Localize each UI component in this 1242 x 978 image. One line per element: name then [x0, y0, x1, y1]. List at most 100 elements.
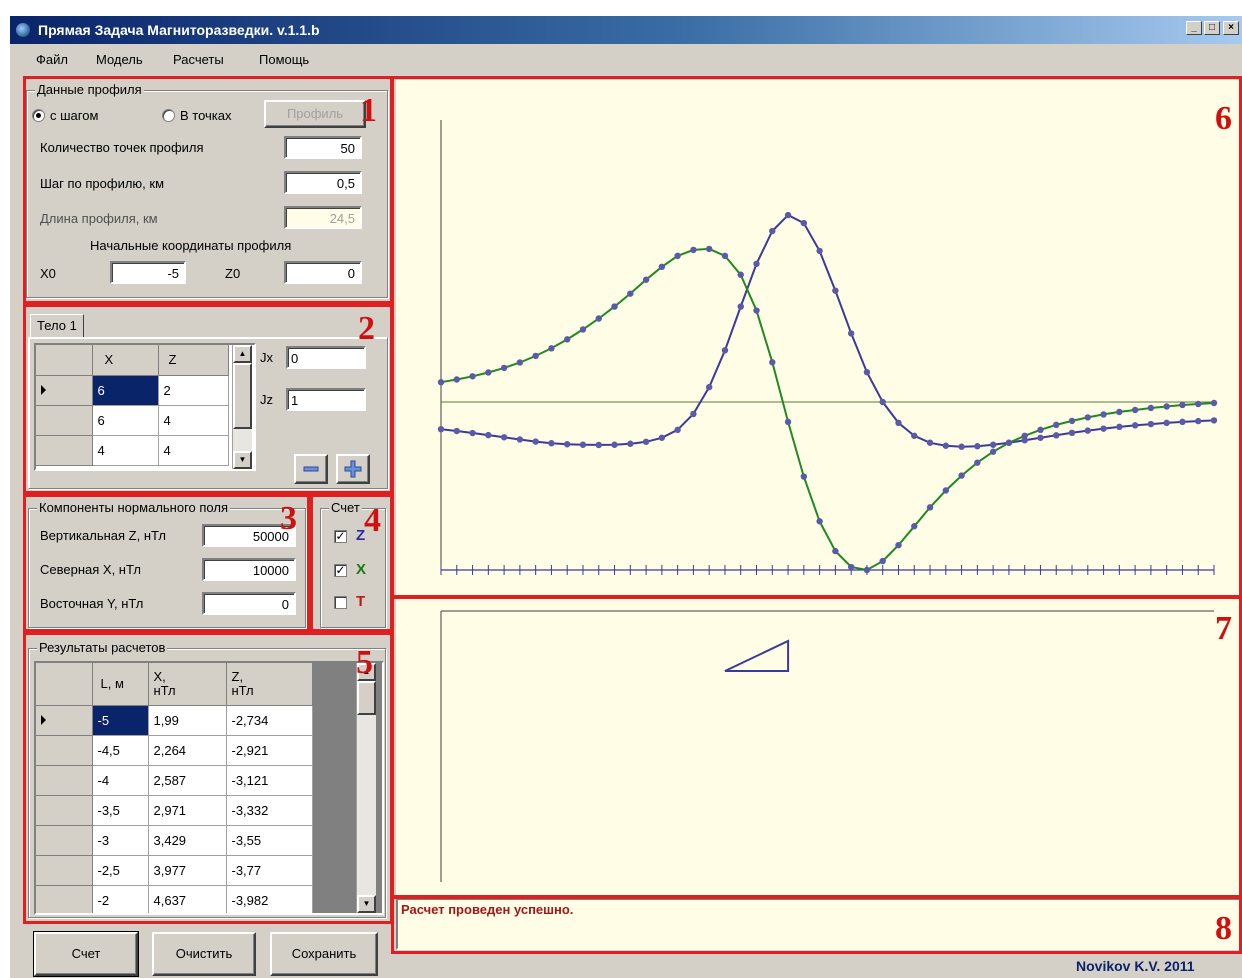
cell[interactable]: 2,264 — [148, 735, 227, 766]
cell[interactable]: -3,5 — [92, 795, 149, 826]
scroll-up-icon[interactable]: ▲ — [233, 345, 252, 363]
table-row[interactable]: -5 1,99 -2,734 — [36, 705, 313, 736]
cell[interactable]: -3,55 — [226, 825, 313, 856]
scroll-thumb[interactable] — [357, 681, 376, 715]
table-row[interactable]: -2,5 3,977 -3,77 — [36, 855, 313, 886]
scroll-up-icon[interactable]: ▲ — [357, 663, 376, 681]
table-row[interactable]: -4 2,587 -3,121 — [36, 765, 313, 796]
cell[interactable]: -4 — [92, 765, 149, 796]
step-radio-label: с шагом — [50, 108, 99, 123]
t-checkbox[interactable] — [334, 596, 347, 609]
x0-field[interactable]: -5 — [110, 261, 186, 284]
cell[interactable]: 6 — [92, 375, 159, 406]
jx-field[interactable]: 0 — [286, 346, 366, 369]
table-row[interactable]: 6 2 — [36, 375, 229, 406]
cell[interactable]: -4,5 — [92, 735, 149, 766]
title-bar[interactable]: Прямая Задача Магниторазведки. v.1.1.b _… — [10, 16, 1242, 44]
data-point-z — [832, 287, 839, 294]
cell[interactable]: -2 — [92, 885, 149, 913]
step-radio[interactable] — [32, 109, 45, 122]
cell[interactable]: -3,982 — [226, 885, 313, 913]
north-x-field[interactable]: 10000 — [202, 558, 296, 581]
data-point-x — [737, 271, 744, 278]
data-point-z — [769, 227, 776, 235]
minimize-button[interactable]: _ — [1186, 21, 1202, 35]
table-row[interactable]: 6 4 — [36, 405, 229, 436]
body-grid[interactable]: X Z 6 2 6 4 4 4 — [34, 343, 256, 471]
step-field[interactable]: 0,5 — [284, 171, 362, 194]
cell[interactable]: 4,637 — [148, 885, 227, 913]
results-scrollbar[interactable]: ▲ ▼ — [356, 663, 376, 913]
table-row[interactable]: -3 3,429 -3,55 — [36, 825, 313, 856]
body-grid-scrollbar[interactable]: ▲ ▼ — [232, 345, 252, 469]
menu-calculations[interactable]: Расчеты — [173, 52, 224, 67]
menu-help[interactable]: Помощь — [259, 52, 310, 67]
results-col-l: L, м — [92, 663, 149, 706]
scroll-down-icon[interactable]: ▼ — [357, 895, 376, 913]
x0-label: X0 — [40, 266, 56, 281]
cell[interactable]: -2,921 — [226, 735, 313, 766]
cell[interactable]: 4 — [158, 435, 229, 466]
data-point-z — [1021, 437, 1028, 444]
cell[interactable]: 4 — [92, 435, 159, 466]
table-row[interactable]: -2 4,637 -3,982 — [36, 885, 313, 913]
menu-file[interactable]: Файл — [36, 52, 68, 67]
points-radio[interactable] — [162, 109, 175, 122]
cell[interactable]: -3,77 — [226, 855, 313, 886]
menu-model[interactable]: Модель — [96, 52, 143, 67]
cell[interactable]: -3,121 — [226, 765, 313, 796]
close-button[interactable]: × — [1223, 21, 1239, 35]
cell[interactable]: -3 — [92, 825, 149, 856]
cell[interactable]: -3,332 — [226, 795, 313, 826]
cell[interactable]: -2,734 — [226, 705, 313, 736]
section-area[interactable] — [396, 596, 1242, 896]
cell[interactable]: 4 — [158, 405, 229, 436]
annotation-box-8 — [391, 896, 1242, 954]
data-point-x — [721, 252, 729, 260]
z0-field[interactable]: 0 — [284, 261, 362, 284]
remove-point-button[interactable] — [294, 454, 328, 484]
tab-body-1[interactable]: Тело 1 — [30, 314, 84, 338]
add-point-button[interactable] — [336, 454, 370, 484]
normal-field-legend: Компоненты нормального поля — [37, 500, 230, 515]
points-count-field[interactable]: 50 — [284, 136, 362, 159]
scroll-thumb[interactable] — [233, 363, 252, 429]
cell[interactable]: 2,971 — [148, 795, 227, 826]
cell[interactable]: 6 — [92, 405, 159, 436]
cell[interactable]: -5 — [92, 705, 149, 736]
data-point-z — [469, 429, 476, 437]
x-checkbox[interactable]: ✓ — [334, 563, 347, 577]
window-title: Прямая Задача Магниторазведки. v.1.1.b — [38, 22, 320, 38]
cell[interactable]: 3,429 — [148, 825, 227, 856]
vertical-z-field[interactable]: 50000 — [202, 524, 296, 547]
body-col-x: X — [92, 345, 159, 376]
save-button[interactable]: Сохранить — [270, 932, 378, 976]
cell[interactable]: 3,977 — [148, 855, 227, 886]
table-row[interactable]: 4 4 — [36, 435, 229, 466]
cell[interactable]: 1,99 — [148, 705, 227, 736]
table-row[interactable]: -4,5 2,264 -2,921 — [36, 735, 313, 766]
annotation-label-2: 2 — [358, 310, 375, 347]
cell[interactable]: 2 — [158, 375, 229, 406]
results-grid[interactable]: L, м X, нТл Z, нТл -5 1,99 -2,734 -4,5 2,… — [34, 661, 384, 915]
scroll-down-icon[interactable]: ▼ — [233, 451, 252, 469]
maximize-button[interactable]: □ — [1204, 21, 1220, 35]
cell[interactable]: -2,5 — [92, 855, 149, 886]
z-checkbox[interactable]: ✓ — [334, 529, 347, 543]
north-x-label: Северная X, нТл — [40, 562, 141, 577]
jz-field[interactable]: 1 — [286, 388, 366, 411]
data-point-z — [705, 383, 713, 391]
annotation-label-7: 7 — [1215, 610, 1232, 647]
run-button[interactable]: Счет — [33, 931, 139, 977]
field-plot-area[interactable] — [396, 80, 1242, 596]
length-field: 24,5 — [284, 206, 362, 229]
data-point-z — [989, 441, 997, 448]
data-point-z — [863, 368, 871, 376]
data-point-x — [753, 307, 760, 314]
east-y-field[interactable]: 0 — [202, 592, 296, 615]
data-point-x — [453, 376, 460, 383]
clear-button[interactable]: Очистить — [152, 932, 256, 976]
cell[interactable]: 2,587 — [148, 765, 227, 796]
profile-button[interactable]: Профиль — [264, 100, 366, 128]
table-row[interactable]: -3,5 2,971 -3,332 — [36, 795, 313, 826]
